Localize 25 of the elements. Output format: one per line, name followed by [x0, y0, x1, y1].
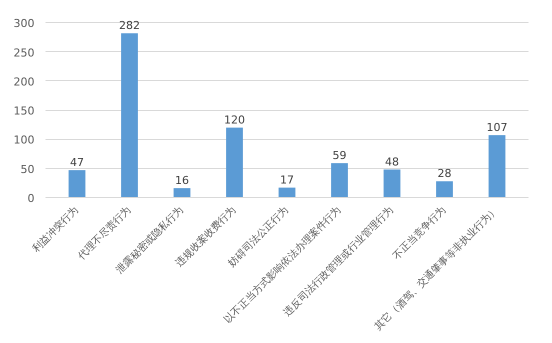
- y-tick-label: 100: [14, 134, 35, 147]
- bar: [278, 188, 296, 198]
- data-label: 120: [224, 114, 245, 127]
- bar: [436, 181, 453, 198]
- data-label: 48: [385, 156, 399, 169]
- y-tick-label: 250: [14, 46, 35, 60]
- data-label: 47: [70, 156, 84, 170]
- bar: [174, 188, 190, 198]
- y-tick-label: 300: [14, 17, 35, 30]
- y-tick-label: 200: [14, 75, 35, 88]
- data-label: 59: [332, 149, 346, 162]
- bar: [68, 170, 86, 198]
- data-label: 16: [175, 174, 189, 188]
- y-tick-label: 150: [14, 104, 35, 118]
- data-label: 17: [280, 174, 294, 187]
- bar: [121, 33, 138, 198]
- data-label: 282: [119, 19, 140, 32]
- data-label: 28: [438, 167, 452, 180]
- bar: [488, 135, 506, 198]
- bar: [331, 163, 348, 198]
- data-label: 107: [486, 121, 508, 134]
- y-tick-label: 0: [28, 192, 34, 205]
- bar: [384, 170, 400, 198]
- y-tick-label: 50: [20, 162, 35, 176]
- bar: [226, 128, 243, 198]
